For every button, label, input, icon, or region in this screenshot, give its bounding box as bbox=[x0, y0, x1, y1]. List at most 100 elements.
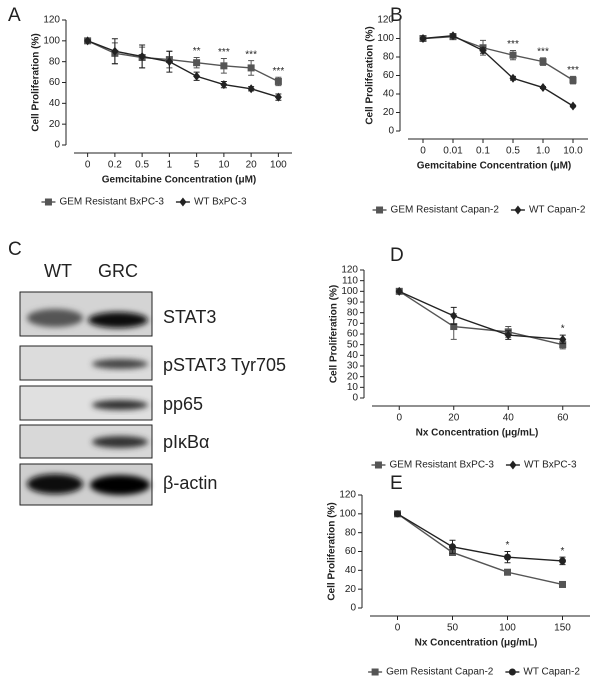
band-label: pSTAT3 Tyr705 bbox=[163, 355, 286, 375]
x-tick-label: 0.2 bbox=[108, 160, 122, 171]
x-tick-label: 40 bbox=[503, 413, 515, 424]
y-axis-title: Cell Proliferation (%) bbox=[329, 285, 340, 383]
legend-label: Gem Resistant Capan-2 bbox=[386, 667, 494, 678]
x-tick-label: 0.1 bbox=[476, 146, 490, 157]
series-line bbox=[87, 40, 279, 98]
y-tick-label: 120 bbox=[43, 15, 60, 26]
marker bbox=[559, 557, 566, 565]
marker bbox=[504, 330, 512, 340]
series-line bbox=[422, 35, 574, 107]
lane-label: WT bbox=[44, 261, 72, 281]
band-label: pp65 bbox=[163, 394, 203, 414]
marker bbox=[371, 668, 379, 676]
marker bbox=[44, 198, 52, 206]
marker bbox=[247, 64, 255, 72]
marker bbox=[449, 543, 456, 551]
x-axis-title: Gemcitabine Concentration (μM) bbox=[417, 161, 571, 172]
y-tick-label: 40 bbox=[383, 89, 395, 100]
marker bbox=[539, 58, 547, 66]
marker bbox=[111, 46, 119, 56]
legend: GEM Resistant Capan-2 WT Capan-2 bbox=[372, 205, 586, 216]
series-line bbox=[398, 290, 563, 346]
y-tick-label: 0 bbox=[350, 603, 356, 614]
marker bbox=[193, 59, 201, 67]
y-tick-label: 80 bbox=[345, 527, 357, 538]
marker bbox=[569, 76, 577, 84]
panel-label: D bbox=[390, 245, 404, 266]
y-tick-label: 0 bbox=[54, 140, 60, 151]
y-tick-label: 40 bbox=[345, 565, 357, 576]
legend: GEM Resistant BxPC-3 WT BxPC-3 bbox=[371, 460, 577, 471]
significance: * bbox=[506, 540, 510, 551]
marker bbox=[449, 31, 457, 41]
y-tick-label: 110 bbox=[342, 275, 358, 286]
legend-label: GEM Resistant BxPC-3 bbox=[389, 460, 494, 471]
y-tick-label: 90 bbox=[347, 297, 359, 308]
y-tick-label: 40 bbox=[347, 350, 359, 361]
marker bbox=[559, 341, 567, 349]
band-label: STAT3 bbox=[163, 307, 216, 327]
y-tick-label: 10 bbox=[347, 382, 359, 393]
marker bbox=[419, 34, 427, 43]
x-tick-label: 20 bbox=[448, 413, 460, 424]
marker bbox=[274, 92, 282, 102]
chart: E 0 20 40 60 80 100 120 0 50 100 150 Cell Proliferat… bbox=[327, 473, 590, 678]
marker bbox=[138, 51, 146, 61]
marker bbox=[394, 510, 401, 518]
marker bbox=[559, 580, 566, 588]
y-tick-label: 60 bbox=[345, 546, 357, 557]
x-tick-label: 0.01 bbox=[443, 146, 463, 157]
x-tick-label: 0 bbox=[395, 623, 401, 634]
y-tick-label: 30 bbox=[347, 361, 359, 372]
marker bbox=[274, 77, 282, 85]
panel-label: C bbox=[8, 239, 22, 260]
y-axis-title: Cell Proliferation (%) bbox=[31, 33, 42, 131]
x-axis-title: Gemcitabine Concentration (μM) bbox=[102, 175, 256, 186]
y-tick-label: 100 bbox=[339, 508, 356, 519]
marker bbox=[509, 51, 517, 59]
x-tick-label: 1 bbox=[167, 160, 173, 171]
x-tick-label: 10.0 bbox=[563, 146, 583, 157]
significance: *** bbox=[567, 65, 579, 76]
x-axis-title: Nx Concentration (μg/mL) bbox=[415, 638, 538, 649]
significance: ** bbox=[193, 46, 201, 57]
significance: * bbox=[561, 546, 565, 557]
x-tick-label: 100 bbox=[499, 623, 516, 634]
series-line bbox=[397, 513, 563, 562]
y-tick-label: 20 bbox=[49, 119, 61, 130]
band bbox=[92, 436, 148, 448]
marker bbox=[514, 205, 522, 215]
significance: * bbox=[561, 324, 565, 335]
y-tick-label: 60 bbox=[347, 329, 359, 340]
band bbox=[27, 474, 83, 494]
x-tick-label: 5 bbox=[194, 160, 200, 171]
marker bbox=[569, 101, 577, 111]
legend-label: GEM Resistant BxPC-3 bbox=[59, 197, 164, 208]
marker bbox=[165, 57, 173, 67]
x-tick-label: 100 bbox=[270, 160, 287, 171]
marker bbox=[179, 197, 187, 207]
marker bbox=[509, 460, 517, 470]
marker bbox=[376, 206, 384, 214]
y-tick-label: 70 bbox=[347, 318, 359, 329]
marker bbox=[84, 36, 92, 46]
y-axis-title: Cell Proliferation (%) bbox=[365, 26, 376, 124]
legend-label: WT BxPC-3 bbox=[524, 460, 577, 471]
marker bbox=[504, 553, 511, 561]
y-tick-label: 20 bbox=[347, 371, 359, 382]
y-tick-label: 60 bbox=[49, 77, 61, 88]
significance: *** bbox=[218, 47, 230, 58]
x-tick-label: 0 bbox=[420, 146, 426, 157]
y-tick-label: 120 bbox=[377, 15, 394, 26]
series-line bbox=[397, 513, 563, 586]
x-tick-label: 150 bbox=[554, 623, 571, 634]
x-tick-label: 1.0 bbox=[536, 146, 550, 157]
marker bbox=[508, 668, 516, 676]
legend: Gem Resistant Capan-2 WT Capan-2 bbox=[368, 667, 580, 678]
marker bbox=[450, 311, 458, 321]
significance: *** bbox=[245, 49, 257, 60]
series-line bbox=[87, 40, 279, 83]
